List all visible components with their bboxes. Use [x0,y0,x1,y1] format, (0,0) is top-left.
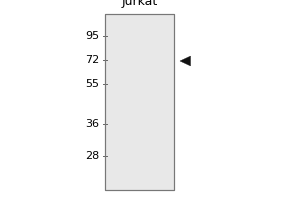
Text: 72: 72 [85,55,99,65]
Text: 36: 36 [85,119,99,129]
Text: 28: 28 [85,151,99,161]
Text: Jurkat: Jurkat [122,0,158,8]
Text: 55: 55 [85,79,99,89]
Text: 95: 95 [85,31,99,41]
